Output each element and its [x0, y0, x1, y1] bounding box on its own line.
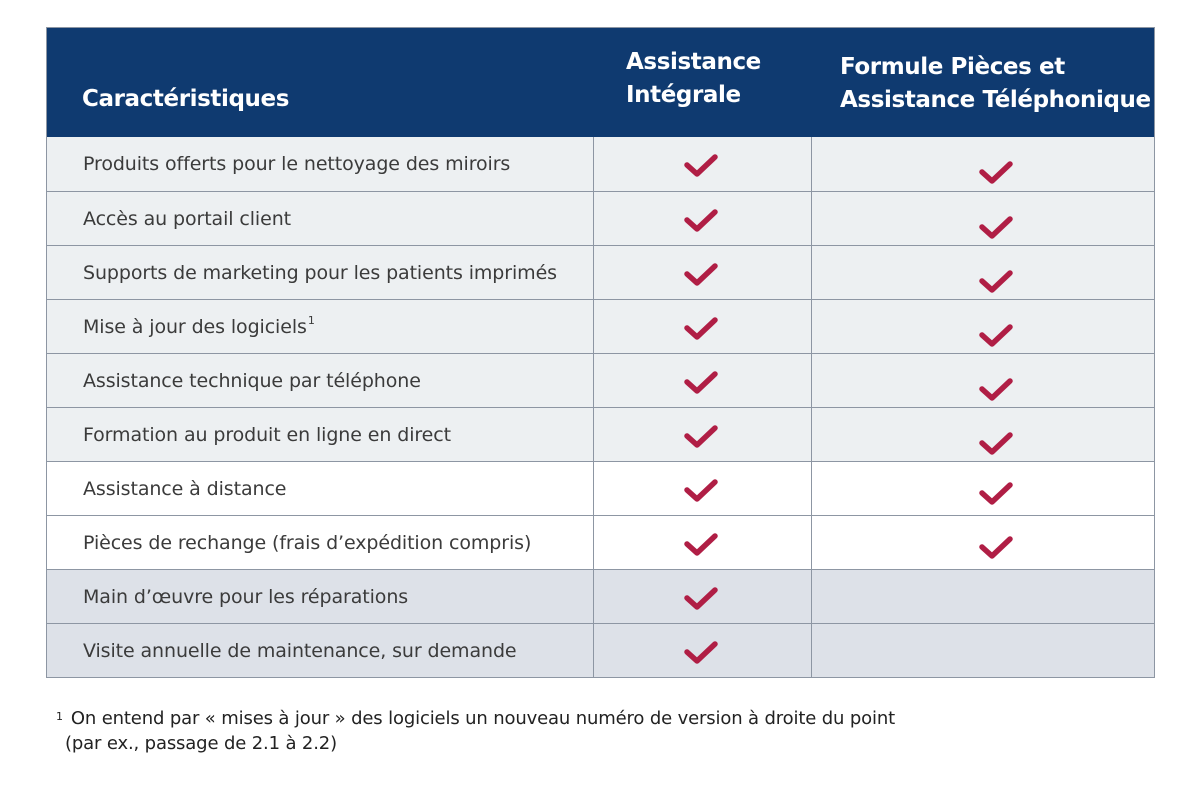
check-icon	[684, 154, 718, 177]
feature-label: Visite annuelle de maintenance, sur dema…	[83, 640, 517, 662]
pieces-cell	[811, 624, 1154, 677]
feature-label: Assistance à distance	[83, 478, 287, 500]
feature-label: Supports de marketing pour les patients …	[83, 262, 557, 284]
check-icon	[684, 479, 718, 502]
check-icon	[684, 209, 718, 232]
feature-cell: Formation au produit en ligne en direct	[47, 408, 593, 461]
integrale-cell	[593, 300, 811, 353]
pieces-cell	[811, 462, 1154, 515]
table-row: Pièces de rechange (frais d’expédition c…	[47, 515, 1154, 569]
integrale-cell	[593, 624, 811, 677]
feature-cell: Supports de marketing pour les patients …	[47, 246, 593, 299]
table-row: Visite annuelle de maintenance, sur dema…	[47, 623, 1154, 677]
feature-cell: Produits offerts pour le nettoyage des m…	[47, 137, 593, 191]
pieces-cell	[811, 300, 1154, 353]
header-col2-line2: Intégrale	[626, 82, 741, 108]
feature-cell: Assistance technique par téléphone	[47, 354, 593, 407]
footnote-line1: 1 On entend par « mises à jour » des logi…	[56, 706, 895, 731]
check-icon	[684, 425, 718, 448]
check-icon	[979, 482, 1013, 505]
table-row: Supports de marketing pour les patients …	[47, 245, 1154, 299]
feature-label: Assistance technique par téléphone	[83, 370, 421, 392]
footnote-text-1: On entend par « mises à jour » des logic…	[70, 708, 896, 729]
check-icon	[684, 371, 718, 394]
header-assistance-integrale: Assistance Intégrale	[593, 28, 811, 137]
pieces-cell	[811, 192, 1154, 245]
footnote-line2: (par ex., passage de 2.1 à 2.2)	[65, 733, 337, 754]
check-icon	[979, 324, 1013, 347]
pieces-cell	[811, 408, 1154, 461]
integrale-cell	[593, 246, 811, 299]
table-row: Mise à jour des logiciels1	[47, 299, 1154, 353]
table-header: Caractéristiques Assistance Intégrale Fo…	[47, 28, 1154, 137]
feature-label: Formation au produit en ligne en direct	[83, 424, 451, 446]
check-icon	[979, 536, 1013, 559]
check-icon	[684, 533, 718, 556]
feature-label: Accès au portail client	[83, 208, 291, 230]
check-icon	[979, 161, 1013, 184]
table-row: Produits offerts pour le nettoyage des m…	[47, 137, 1154, 191]
feature-cell: Visite annuelle de maintenance, sur dema…	[47, 624, 593, 677]
footnote-ref: 1	[307, 314, 315, 327]
check-icon	[979, 378, 1013, 401]
table-row: Assistance à distance	[47, 461, 1154, 515]
pieces-cell	[811, 570, 1154, 623]
header-col3-line1: Formule Pièces et	[840, 54, 1065, 80]
check-icon	[684, 641, 718, 664]
integrale-cell	[593, 462, 811, 515]
table-row: Assistance technique par téléphone	[47, 353, 1154, 407]
check-icon	[979, 432, 1013, 455]
feature-label: Main d’œuvre pour les réparations	[83, 586, 409, 608]
table-body: Produits offerts pour le nettoyage des m…	[47, 137, 1154, 677]
integrale-cell	[593, 570, 811, 623]
pieces-cell	[811, 137, 1154, 191]
comparison-table: Caractéristiques Assistance Intégrale Fo…	[46, 27, 1155, 678]
integrale-cell	[593, 354, 811, 407]
check-icon	[684, 317, 718, 340]
integrale-cell	[593, 516, 811, 569]
pieces-cell	[811, 516, 1154, 569]
check-icon	[684, 587, 718, 610]
integrale-cell	[593, 137, 811, 191]
table-row: Formation au produit en ligne en direct	[47, 407, 1154, 461]
feature-label: Pièces de rechange (frais d’expédition c…	[83, 532, 532, 554]
pieces-cell	[811, 354, 1154, 407]
header-col3-line2: Assistance Téléphonique	[840, 87, 1151, 113]
header-formule-pieces: Formule Pièces et Assistance Téléphoniqu…	[811, 28, 1154, 137]
check-icon	[979, 216, 1013, 239]
feature-cell: Assistance à distance	[47, 462, 593, 515]
feature-cell: Accès au portail client	[47, 192, 593, 245]
table-row: Main d’œuvre pour les réparations	[47, 569, 1154, 623]
feature-label: Produits offerts pour le nettoyage des m…	[83, 153, 511, 175]
table-row: Accès au portail client	[47, 191, 1154, 245]
check-icon	[684, 263, 718, 286]
feature-cell: Main d’œuvre pour les réparations	[47, 570, 593, 623]
header-features: Caractéristiques	[82, 86, 290, 112]
feature-label: Mise à jour des logiciels	[83, 316, 307, 338]
integrale-cell	[593, 192, 811, 245]
feature-cell: Mise à jour des logiciels1	[47, 300, 593, 353]
check-icon	[979, 270, 1013, 293]
pieces-cell	[811, 246, 1154, 299]
header-col2-line1: Assistance	[626, 49, 761, 75]
footnote-marker: 1	[56, 710, 63, 723]
footnote: 1 On entend par « mises à jour » des logi…	[56, 706, 895, 756]
feature-cell: Pièces de rechange (frais d’expédition c…	[47, 516, 593, 569]
integrale-cell	[593, 408, 811, 461]
